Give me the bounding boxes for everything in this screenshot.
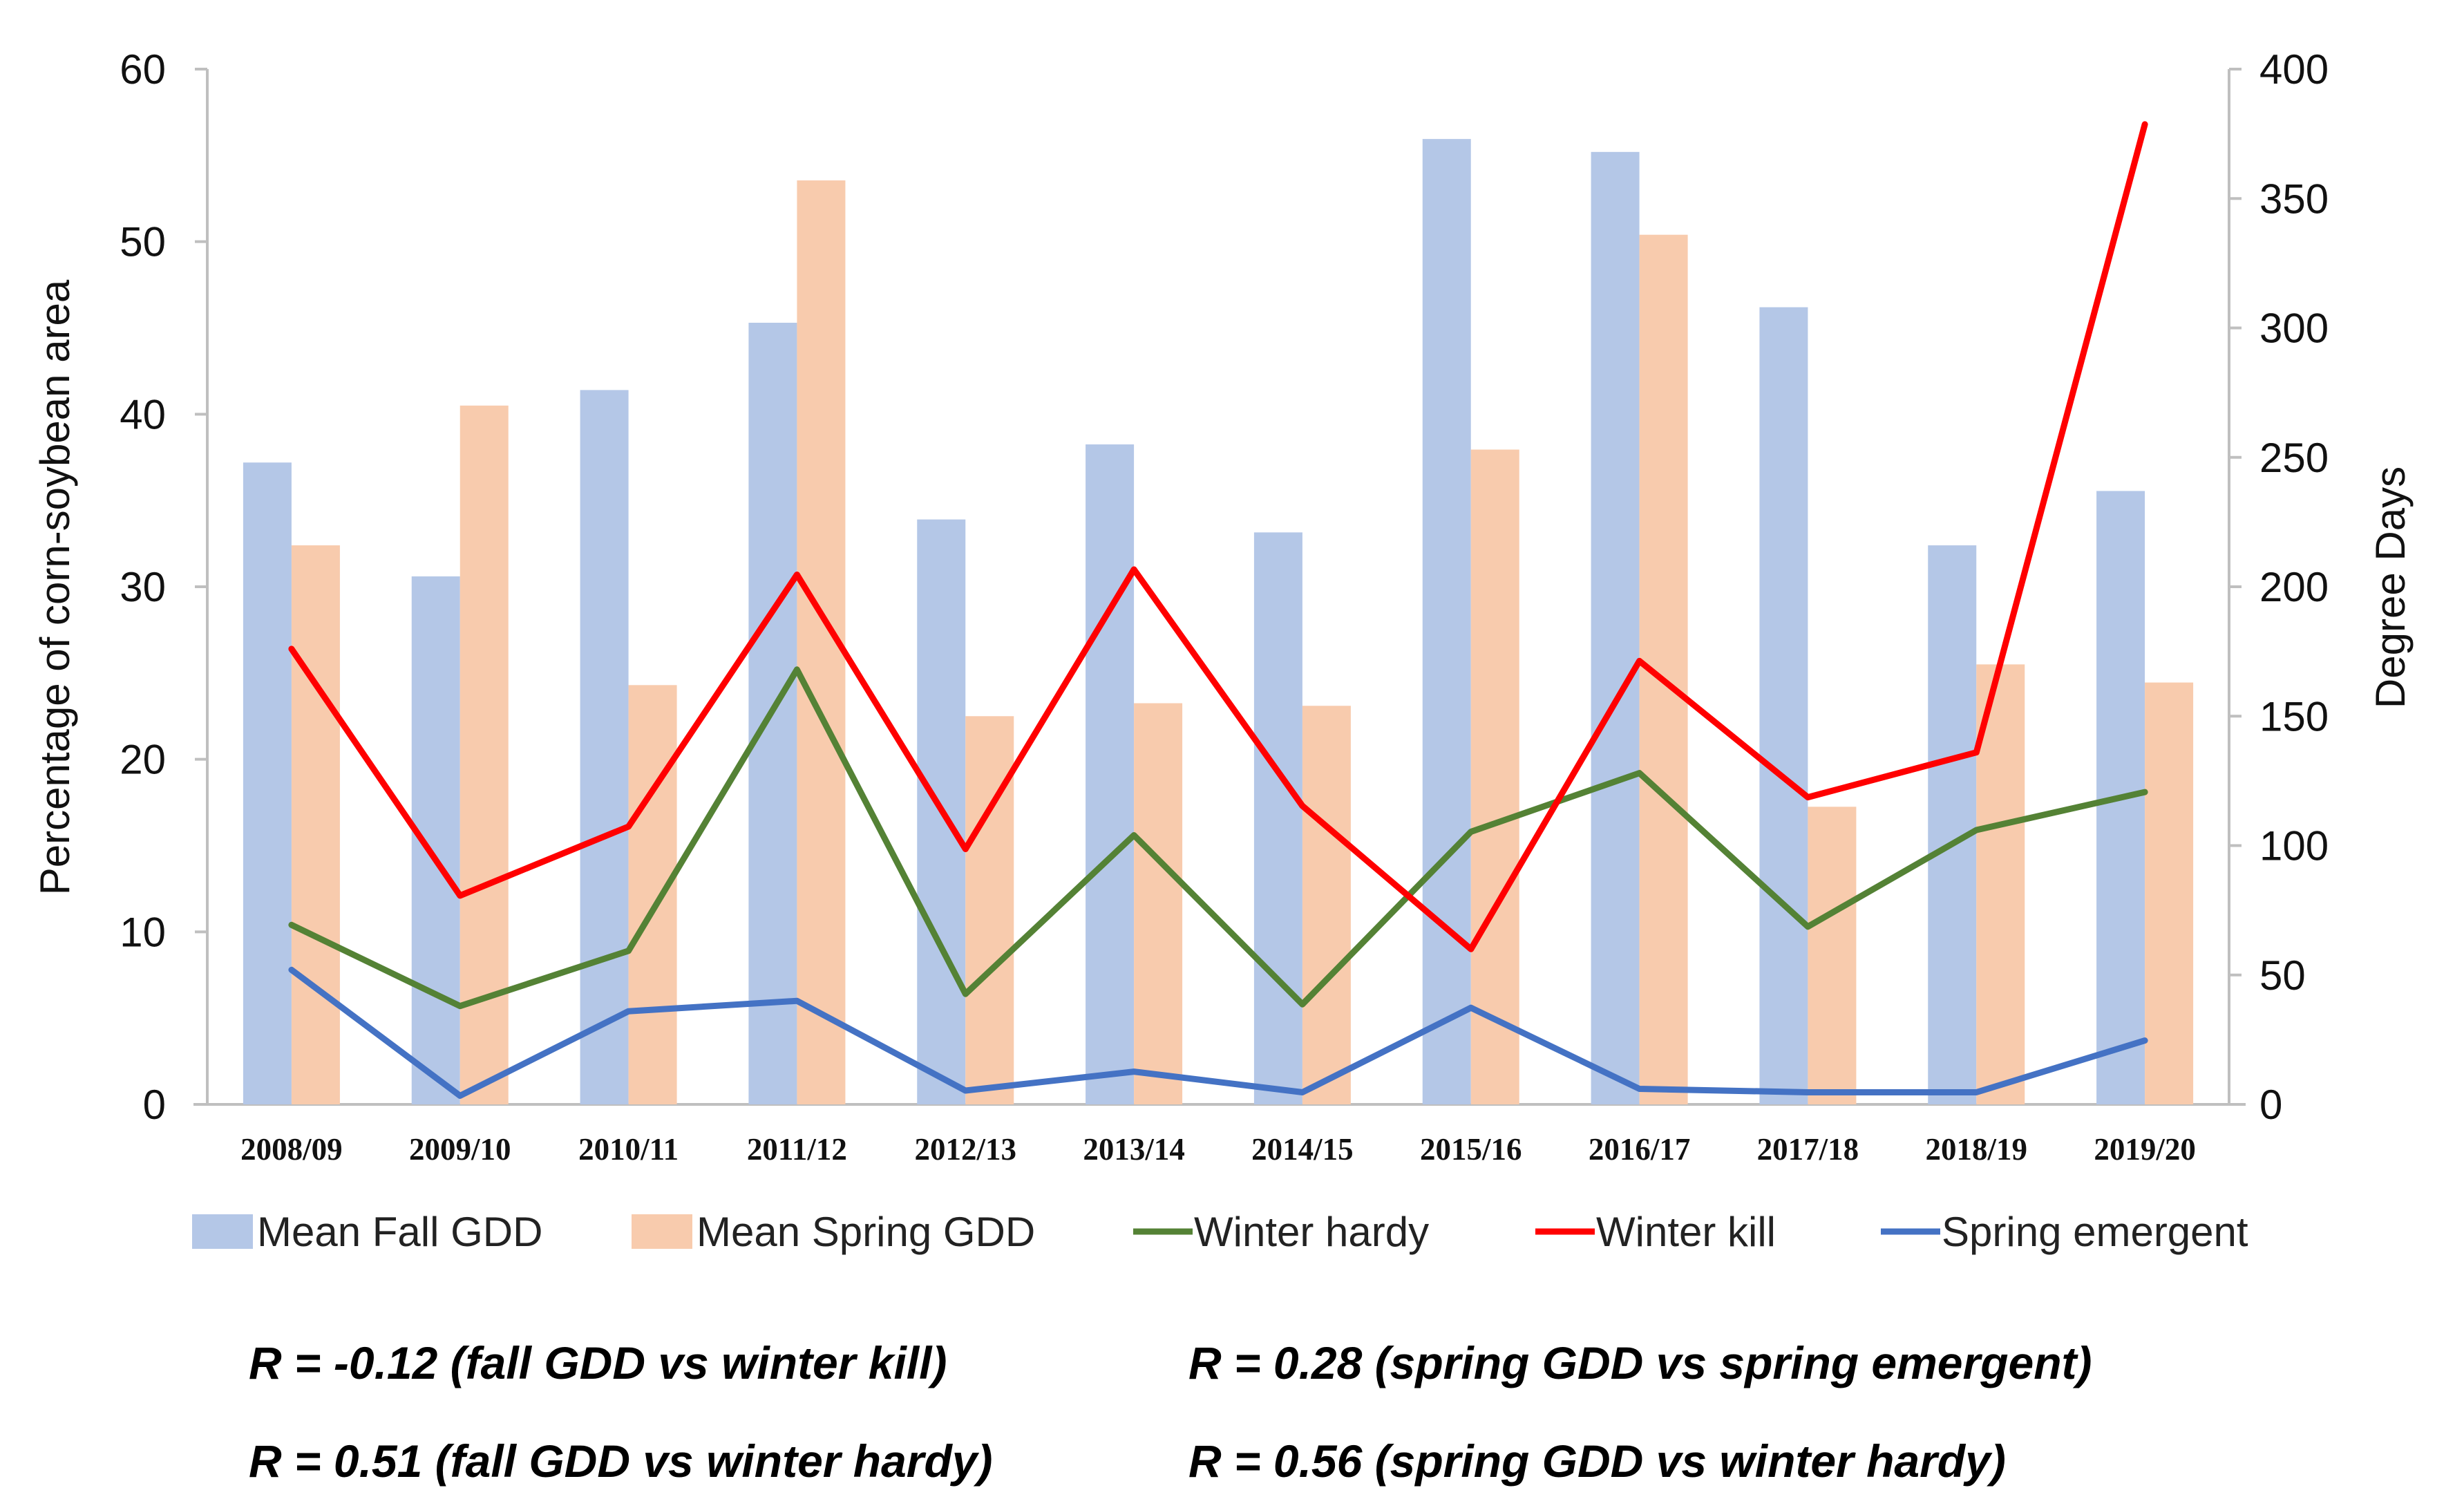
right-tick-label: 300 <box>2259 305 2329 352</box>
bars <box>243 139 2194 1105</box>
bar-mean-fall-gdd-6 <box>1253 532 1302 1104</box>
right-axis-title: Degree Days <box>2367 466 2414 708</box>
x-tick-label: 2018/19 <box>1925 1132 2027 1167</box>
left-tick-label: 0 <box>143 1082 166 1128</box>
bar-mean-fall-gdd-5 <box>1086 444 1135 1104</box>
line-spring-emergent <box>288 966 2148 1099</box>
bar-mean-fall-gdd-9 <box>1759 307 1808 1104</box>
bar-mean-spring-gdd-11 <box>2145 682 2194 1104</box>
x-tick-label: 2008/09 <box>240 1132 343 1167</box>
r-note-fall-winter-kill: R = -0.12 (fall GDD vs winter kill) <box>249 1337 947 1388</box>
bar-mean-spring-gdd-5 <box>1134 703 1183 1104</box>
left-tick-label: 10 <box>120 909 166 955</box>
r-note-fall-winter-hardy: R = 0.51 (fall GDD vs winter hardy) <box>249 1435 993 1487</box>
x-tick-label: 2014/15 <box>1251 1132 1354 1167</box>
bar-mean-spring-gdd-4 <box>965 716 1014 1104</box>
left-tick-label: 40 <box>120 391 166 437</box>
left-axis-title: Percentage of corn-soybean area <box>32 279 78 895</box>
legend-swatch-spring-gdd <box>632 1214 692 1249</box>
bar-mean-spring-gdd-0 <box>291 545 340 1104</box>
right-tick-label: 350 <box>2259 176 2329 222</box>
bar-mean-spring-gdd-6 <box>1302 706 1351 1104</box>
legend-label-fall-gdd: Mean Fall GDD <box>257 1209 542 1255</box>
left-tick-label: 30 <box>120 564 166 610</box>
legend-swatch-fall-gdd <box>192 1214 253 1249</box>
x-tick-label: 2016/17 <box>1589 1132 1691 1167</box>
r-note-spring-winter-hardy: R = 0.56 (spring GDD vs winter hardy) <box>1188 1435 2006 1487</box>
right-tick-label: 250 <box>2259 435 2329 481</box>
bar-mean-fall-gdd-8 <box>1591 151 1640 1105</box>
left-tick-label: 20 <box>120 737 166 783</box>
bar-mean-spring-gdd-9 <box>1808 807 1857 1104</box>
ticks: 0 10 20 30 40 50 60 0 50 100 150 200 250 300 350 400 200… <box>120 46 2329 1167</box>
legend: Mean Fall GDD Mean Spring GDD Winter har… <box>192 1209 2248 1255</box>
legend-label-winter-hardy: Winter hardy <box>1194 1209 1429 1255</box>
left-tick-label: 50 <box>120 219 166 265</box>
bar-mean-fall-gdd-10 <box>1928 545 1977 1104</box>
line-winter-kill <box>288 121 2148 952</box>
left-tick-label: 60 <box>120 46 166 93</box>
bar-mean-spring-gdd-2 <box>628 685 677 1104</box>
bar-mean-fall-gdd-0 <box>243 462 292 1104</box>
line-winter-hardy <box>288 666 2148 1010</box>
right-tick-label: 400 <box>2259 46 2329 93</box>
bar-mean-fall-gdd-2 <box>580 390 629 1104</box>
x-tick-label: 2012/13 <box>914 1132 1016 1167</box>
bar-mean-spring-gdd-10 <box>1976 664 2025 1104</box>
x-tick-label: 2017/18 <box>1757 1132 1859 1167</box>
legend-label-spring-gdd: Mean Spring GDD <box>696 1209 1035 1255</box>
x-tick-label: 2010/11 <box>578 1132 679 1167</box>
right-tick-label: 150 <box>2259 693 2329 739</box>
x-tick-label: 2011/12 <box>747 1132 847 1167</box>
legend-label-winter-kill: Winter kill <box>1596 1209 1776 1255</box>
right-tick-label: 200 <box>2259 564 2329 610</box>
x-tick-label: 2013/14 <box>1083 1132 1185 1167</box>
bar-mean-spring-gdd-7 <box>1470 449 1519 1104</box>
legend-label-spring-emergent: Spring emergent <box>1942 1209 2248 1255</box>
right-tick-label: 100 <box>2259 823 2329 869</box>
right-tick-label: 50 <box>2259 952 2306 999</box>
right-tick-label: 0 <box>2259 1082 2282 1128</box>
r-note-spring-emergent: R = 0.28 (spring GDD vs spring emergent) <box>1188 1337 2092 1388</box>
x-tick-label: 2015/16 <box>1420 1132 1522 1167</box>
bar-mean-spring-gdd-1 <box>459 405 509 1104</box>
lines <box>288 121 2148 1099</box>
x-tick-label: 2009/10 <box>409 1132 511 1167</box>
bar-mean-fall-gdd-7 <box>1422 139 1471 1105</box>
correlation-notes: R = -0.12 (fall GDD vs winter kill) R = … <box>249 1337 2092 1487</box>
x-tick-label: 2019/20 <box>2094 1132 2196 1167</box>
